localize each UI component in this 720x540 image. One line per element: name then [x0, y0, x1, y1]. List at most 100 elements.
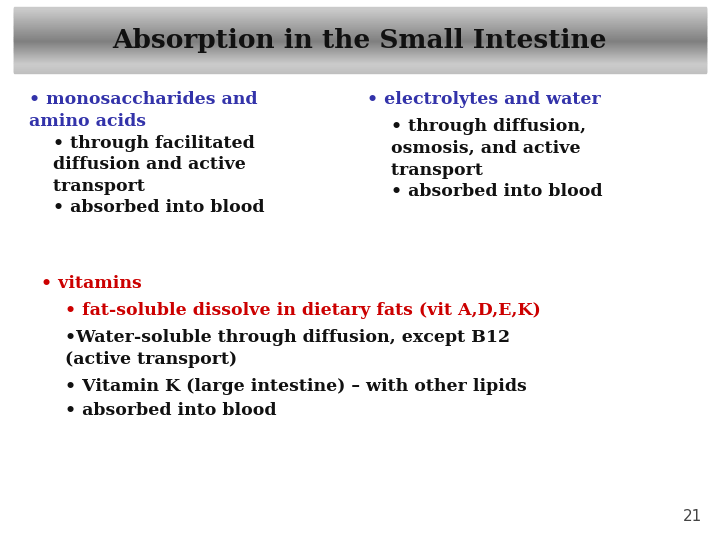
Bar [14, 59, 706, 61]
Bar [14, 30, 706, 31]
Bar [14, 22, 706, 24]
Bar [14, 35, 706, 37]
Bar [14, 45, 706, 47]
Text: • fat-soluble dissolve in dietary fats (vit A,D,E,K): • fat-soluble dissolve in dietary fats (… [29, 302, 541, 319]
Bar [14, 63, 706, 65]
Bar [14, 14, 706, 16]
Bar [14, 46, 706, 48]
Bar [14, 30, 706, 32]
Bar [14, 32, 706, 33]
Bar [14, 24, 706, 25]
Bar [14, 36, 706, 37]
Bar [14, 25, 706, 27]
Bar [14, 49, 706, 50]
Bar [14, 39, 706, 41]
Bar [14, 70, 706, 72]
Bar [14, 40, 706, 42]
Text: osmosis, and active: osmosis, and active [367, 140, 581, 157]
Bar [14, 68, 706, 69]
Bar [14, 43, 706, 44]
Text: • Vitamin K (large intestine) – with other lipids: • Vitamin K (large intestine) – with oth… [29, 377, 526, 395]
Bar [14, 71, 706, 73]
Bar [14, 33, 706, 35]
Text: • electrolytes and water: • electrolytes and water [367, 91, 601, 109]
Bar [14, 58, 706, 60]
Bar [14, 31, 706, 33]
Bar [14, 53, 706, 56]
Bar [14, 8, 706, 10]
Bar [14, 16, 706, 17]
Text: • absorbed into blood: • absorbed into blood [29, 199, 264, 217]
Bar [14, 60, 706, 62]
Text: transport: transport [29, 178, 145, 195]
Bar [14, 21, 706, 22]
Text: • vitamins: • vitamins [29, 275, 142, 292]
Bar [14, 55, 706, 57]
Bar [14, 59, 706, 60]
Bar [14, 49, 706, 51]
Bar [14, 19, 706, 21]
Text: • absorbed into blood: • absorbed into blood [367, 183, 603, 200]
Bar [14, 56, 706, 57]
Bar [14, 51, 706, 53]
Bar [14, 43, 706, 45]
Bar [14, 45, 706, 46]
Bar [14, 29, 706, 30]
Bar [14, 36, 706, 38]
Bar [14, 40, 706, 43]
Bar [14, 50, 706, 52]
Bar [14, 38, 706, 40]
Bar [14, 26, 706, 28]
Text: • absorbed into blood: • absorbed into blood [29, 402, 276, 419]
Bar [14, 23, 706, 24]
Bar [14, 12, 706, 14]
Bar [14, 66, 706, 69]
Bar [14, 66, 706, 68]
Bar [14, 50, 706, 51]
Bar [14, 47, 706, 49]
Bar [14, 13, 706, 15]
Text: 21: 21 [683, 509, 702, 524]
Bar [14, 20, 706, 22]
Bar [14, 69, 706, 70]
Bar [14, 11, 706, 14]
Bar [14, 42, 706, 44]
Bar [14, 61, 706, 63]
Bar [14, 71, 706, 72]
Bar [14, 17, 706, 18]
Text: • through facilitated: • through facilitated [29, 134, 255, 152]
Bar [14, 69, 706, 71]
Bar [14, 24, 706, 26]
Bar [14, 21, 706, 23]
Text: • through diffusion,: • through diffusion, [367, 118, 586, 136]
Bar [14, 28, 706, 30]
Bar [14, 33, 706, 35]
Bar [14, 29, 706, 31]
Bar [14, 8, 706, 9]
Text: amino acids: amino acids [29, 113, 145, 130]
Bar [14, 11, 706, 12]
Text: • monosaccharides and: • monosaccharides and [29, 91, 257, 109]
Bar [14, 18, 706, 20]
Text: •Water-soluble through diffusion, except B12: •Water-soluble through diffusion, except… [29, 329, 510, 346]
Bar [14, 53, 706, 55]
Bar [14, 27, 706, 29]
Bar [14, 37, 706, 38]
Text: Absorption in the Small Intestine: Absorption in the Small Intestine [113, 28, 607, 53]
Bar [14, 10, 706, 12]
Text: transport: transport [367, 161, 483, 179]
Bar [14, 46, 706, 48]
Bar [14, 16, 706, 18]
Bar [14, 37, 706, 39]
Bar [14, 65, 706, 66]
Bar [14, 39, 706, 40]
Bar [14, 42, 706, 43]
Bar [14, 26, 706, 28]
Bar [14, 19, 706, 21]
Bar [14, 52, 706, 53]
Bar [14, 55, 706, 56]
Bar [14, 62, 706, 63]
Bar [14, 58, 706, 59]
Bar [14, 65, 706, 67]
Bar [14, 64, 706, 66]
